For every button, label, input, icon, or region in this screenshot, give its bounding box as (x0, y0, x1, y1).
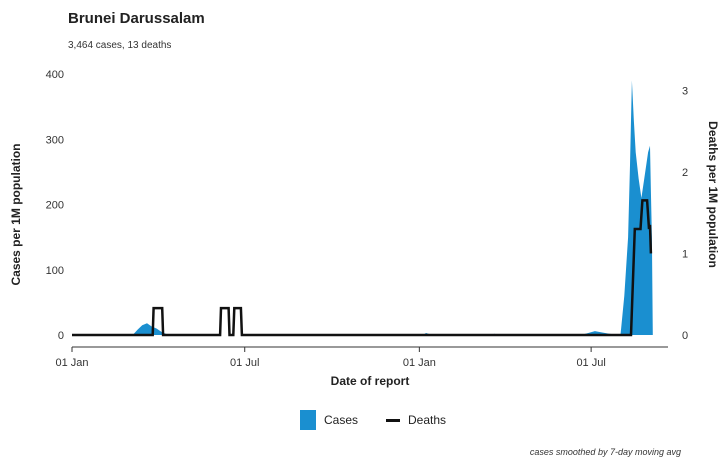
legend-swatch-deaths (386, 419, 400, 422)
y-left-tick-label-1: 100 (46, 265, 64, 277)
y-left-tick-label-0: 0 (58, 330, 64, 342)
x-axis-label: Date of report (331, 374, 410, 388)
series-cases-area (72, 81, 653, 336)
legend-label-cases: Cases (324, 413, 358, 427)
y-right-tick-label-2: 2 (682, 167, 688, 179)
y-right-tick-label-3: 3 (682, 85, 688, 97)
y-left-axis-label: Cases per 1M population (9, 143, 23, 285)
x-tick-label-0: 01 Jan (55, 357, 88, 369)
y-left-tick-label-4: 400 (46, 69, 64, 81)
y-right-axis-label: Deaths per 1M population (706, 121, 720, 268)
y-left-tick-label-3: 300 (46, 134, 64, 146)
y-left-tick-label-2: 200 (46, 200, 64, 212)
legend-label-deaths: Deaths (408, 413, 446, 427)
chart-legend: Cases Deaths (300, 410, 446, 430)
chart-footnote: cases smoothed by 7-day moving avg (530, 447, 681, 457)
legend-swatch-cases (300, 410, 316, 430)
series-deaths-line (72, 200, 651, 335)
y-right-tick-label-1: 1 (682, 248, 688, 260)
x-tick-label-1: 01 Jul (230, 357, 259, 369)
x-tick-label-3: 01 Jul (576, 357, 605, 369)
y-right-tick-label-0: 0 (682, 330, 688, 342)
x-tick-label-2: 01 Jan (403, 357, 436, 369)
